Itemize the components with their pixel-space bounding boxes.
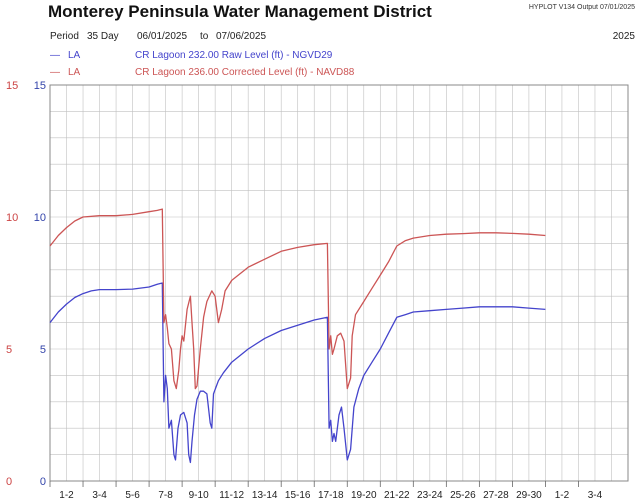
y-ticks-left: 0 5 10 15 (6, 80, 18, 488)
legend-corrected-site: LA (68, 67, 81, 78)
x-tick-label: 7-8 (158, 490, 173, 501)
period-to-label: to (200, 31, 209, 42)
x-tick-label: 29-30 (516, 490, 542, 501)
x-ticks: 1-2 3-4 5-6 7-8 9-10 11-12 13-14 15-16 17-18 19-2… (49, 481, 603, 501)
y-tick-label-left: 10 (6, 212, 18, 224)
y-tick-label-inner: 10 (34, 212, 46, 224)
x-tick-label: 1-2 (555, 490, 570, 501)
legend-raw-name: CR Lagoon 232.00 Raw Level (ft) - NGVD29 (135, 50, 333, 61)
chart-grid (50, 85, 628, 481)
y-tick-label-left: 0 (6, 476, 12, 488)
legend-raw-site: LA (68, 50, 81, 61)
plot-frame (49, 84, 629, 482)
x-tick-label: 15-16 (285, 490, 311, 501)
y-tick-label-left: 5 (6, 344, 12, 356)
x-tick-label: 25-26 (450, 490, 476, 501)
period-start-date: 06/01/2025 (137, 31, 188, 42)
period-length: 35 Day (87, 31, 119, 42)
x-tick-label: 27-28 (483, 490, 509, 501)
year-label: 2025 (612, 31, 635, 42)
x-tick-label: 3-4 (92, 490, 107, 501)
version-label: HYPLOT V134 Output 07/01/2025 (528, 4, 635, 11)
y-tick-label-inner: 5 (40, 344, 46, 356)
y-ticks-right: 0 5 10 15 (34, 80, 46, 488)
x-tick-label: 19-20 (351, 490, 377, 501)
x-tick-label: 17-18 (318, 490, 344, 501)
x-tick-label: 11-12 (219, 490, 244, 501)
period-end-date: 07/06/2025 (216, 31, 267, 42)
series-line-corrected (49, 208, 546, 390)
x-tick-label: 21-22 (384, 490, 410, 501)
legend-corrected-name: CR Lagoon 236.00 Corrected Level (ft) - … (135, 67, 355, 78)
x-tick-label: 3-4 (588, 490, 603, 501)
x-tick-label: 23-24 (417, 490, 443, 501)
legend-corrected-line: — (50, 67, 60, 78)
y-tick-label-left: 15 (6, 80, 18, 92)
legend-raw-line: — (50, 50, 60, 61)
y-tick-label-inner: 0 (40, 476, 46, 488)
page-title: Monterey Peninsula Water Management Dist… (48, 2, 432, 21)
x-tick-label: 1-2 (59, 490, 74, 501)
period-label: Period (50, 31, 79, 42)
y-tick-label-inner: 15 (34, 80, 46, 92)
series-lines (49, 208, 546, 464)
series-line-raw (49, 282, 546, 464)
x-tick-label: 5-6 (125, 490, 140, 501)
x-tick-label: 13-14 (252, 490, 278, 501)
x-tick-label: 9-10 (189, 490, 209, 501)
